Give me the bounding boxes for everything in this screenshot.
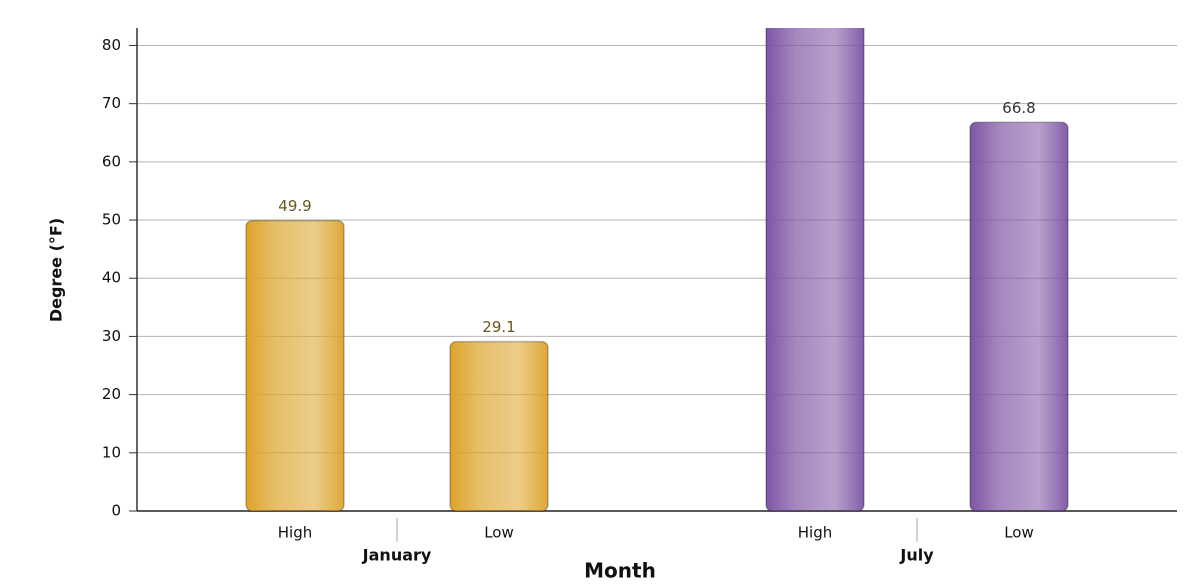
bar-outline	[245, 219, 345, 512]
y-axis-label: Degree (°F)	[47, 218, 66, 322]
bar	[970, 122, 1068, 512]
bar	[246, 220, 344, 511]
data-label: 29.1	[482, 318, 515, 336]
group-label: January	[362, 546, 432, 565]
y-tick-label: 30	[102, 327, 121, 345]
y-tick-label: 80	[102, 36, 121, 54]
data-label: 49.9	[278, 197, 311, 215]
bar-outline	[449, 340, 549, 512]
bar	[766, 28, 864, 511]
y-tick-label: 10	[102, 443, 121, 461]
bar-outline	[765, 28, 865, 512]
x-axis-label: Month	[584, 559, 656, 583]
bar-outline	[969, 121, 1069, 512]
plot-area	[245, 28, 1069, 512]
x-tick-label: Low	[484, 524, 514, 542]
group-label: July	[899, 546, 934, 565]
x-tick-label: Low	[1004, 524, 1034, 542]
y-tick-label: 20	[102, 385, 121, 403]
y-tick-label: 40	[102, 269, 121, 287]
bar	[450, 341, 548, 511]
y-tick-label: 60	[102, 152, 121, 170]
y-tick-label: 50	[102, 211, 121, 229]
data-label: 66.8	[1002, 99, 1035, 117]
x-tick-label: High	[798, 524, 832, 542]
x-tick-label: High	[278, 524, 312, 542]
y-tick-label: 70	[102, 94, 121, 112]
y-tick-label: 0	[111, 502, 121, 520]
